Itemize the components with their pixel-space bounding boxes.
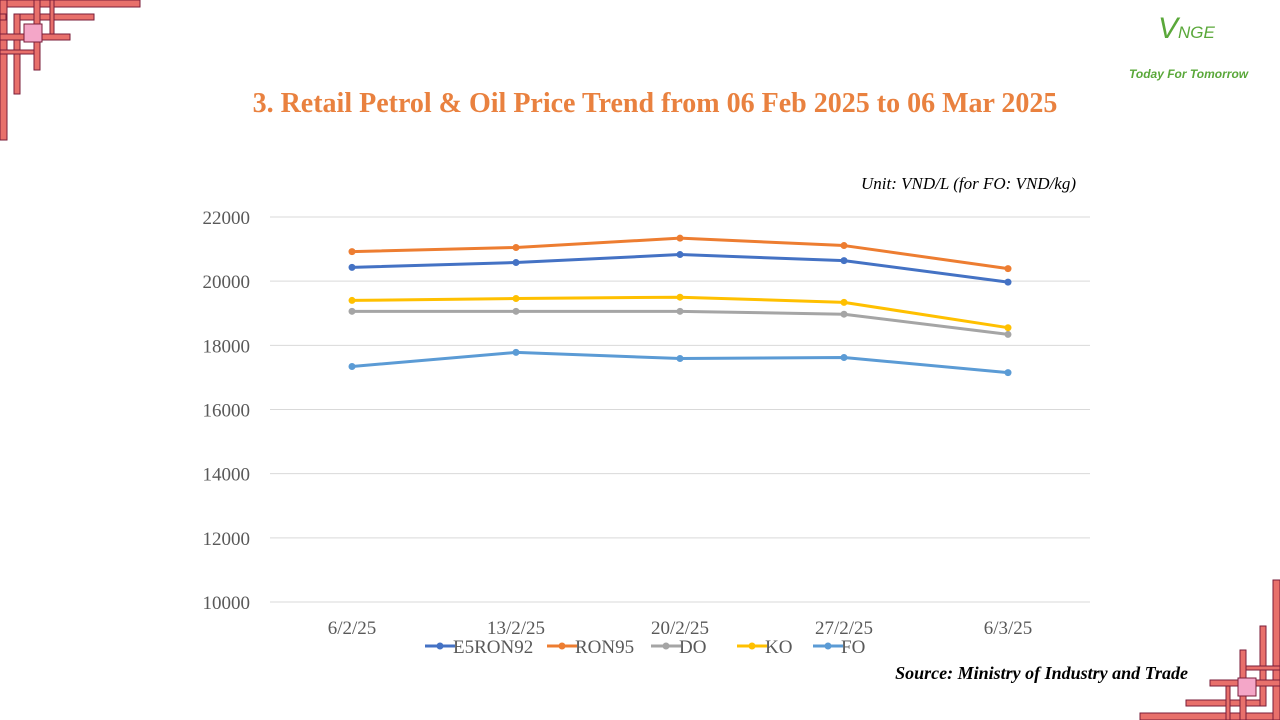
legend-marker [558, 642, 566, 650]
legend-label: DO [679, 637, 706, 658]
data-point [1004, 369, 1012, 377]
series-fo [348, 348, 1012, 377]
data-point [348, 248, 356, 256]
chart-series [348, 234, 1012, 377]
legend-item-ko: KO [737, 637, 792, 658]
data-point [1004, 278, 1012, 286]
legend-label: RON95 [575, 637, 634, 658]
legend-label: E5RON92 [453, 637, 533, 658]
data-point [1004, 324, 1012, 332]
legend-marker [436, 642, 444, 650]
legend-marker [748, 642, 756, 650]
series-ko [348, 293, 1012, 332]
data-point [840, 354, 848, 362]
chart-legend: E5RON92 RON95 DO KO FO [425, 637, 865, 658]
legend-label: KO [765, 637, 792, 658]
legend-item-e5ron92: E5RON92 [425, 637, 533, 658]
data-point [676, 307, 684, 315]
x-tick-label: 20/2/25 [651, 618, 709, 639]
logo-tagline: Today For Tomorrow [1129, 67, 1249, 81]
data-point [348, 307, 356, 315]
data-point [512, 259, 520, 267]
x-tick-label: 13/2/25 [487, 618, 545, 639]
data-point [512, 243, 520, 251]
series-e5ron92 [348, 251, 1012, 286]
source-note: Source: Ministry of Industry and Trade [895, 663, 1188, 683]
legend-marker [824, 642, 832, 650]
logo-mark-rest: NGE [1178, 23, 1215, 42]
data-point [512, 348, 520, 356]
data-point [512, 307, 520, 315]
data-point [1004, 265, 1012, 273]
series-do [348, 307, 1012, 338]
vnge-logo: VNGE Today For Tomorrow [1120, 14, 1270, 94]
legend-item-do: DO [651, 637, 706, 658]
y-tick-label: 18000 [203, 336, 251, 357]
y-tick-label: 14000 [203, 465, 251, 486]
x-tick-label: 6/2/25 [328, 618, 377, 639]
y-tick-label: 22000 [203, 208, 251, 229]
x-tick-label: 6/3/25 [984, 618, 1033, 639]
corner-decoration-top-left [0, 0, 141, 141]
data-point [676, 234, 684, 242]
data-point [348, 296, 356, 304]
unit-note: Unit: VND/L (for FO: VND/kg) [860, 174, 1076, 193]
y-tick-label: 10000 [203, 593, 251, 614]
data-point [840, 242, 848, 250]
data-point [676, 293, 684, 301]
data-point [1004, 330, 1012, 338]
chart-gridlines [270, 216, 1090, 603]
data-point [348, 263, 356, 271]
logo-mark-v: V [1158, 12, 1179, 45]
x-axis: 6/2/25 13/2/25 20/2/25 27/2/25 6/3/25 [328, 618, 1033, 639]
data-point [512, 294, 520, 302]
page-title: 3. Retail Petrol & Oil Price Trend from … [252, 88, 1058, 119]
logo-mark: VNGE [1158, 14, 1215, 44]
series-line [351, 253, 1009, 284]
y-tick-label: 20000 [203, 272, 251, 293]
data-point [840, 257, 848, 265]
data-point [840, 310, 848, 318]
corner-decoration-bottom-right [1139, 579, 1280, 720]
data-point [676, 354, 684, 362]
legend-item-fo: FO [813, 637, 865, 658]
data-point [840, 298, 848, 306]
x-tick-label: 27/2/25 [815, 618, 873, 639]
y-axis: 10000 12000 14000 16000 18000 20000 22000 [203, 208, 251, 614]
legend-label: FO [841, 637, 865, 658]
y-tick-label: 12000 [203, 529, 251, 550]
data-point [348, 363, 356, 371]
series-ron95 [348, 234, 1012, 273]
legend-item-ron95: RON95 [547, 637, 634, 658]
data-point [676, 251, 684, 259]
y-tick-label: 16000 [203, 401, 251, 422]
legend-marker [662, 642, 670, 650]
